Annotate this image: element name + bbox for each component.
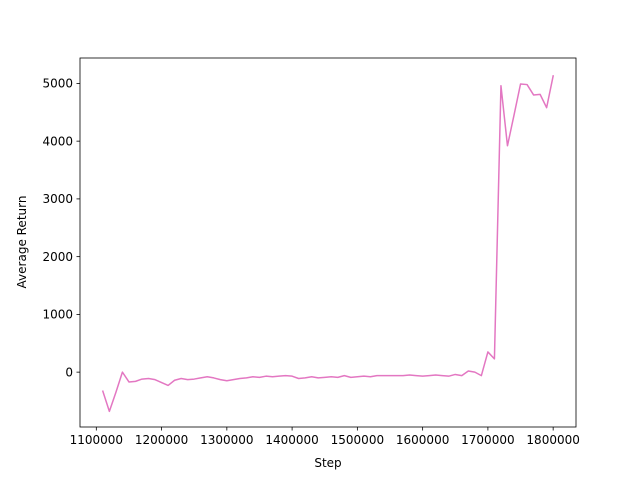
y-tick-label: 0 bbox=[65, 365, 73, 379]
x-tick-label: 1200000 bbox=[135, 433, 188, 447]
x-tick-label: 1400000 bbox=[265, 433, 318, 447]
y-tick-label: 2000 bbox=[42, 250, 73, 264]
x-tick-label: 1500000 bbox=[331, 433, 384, 447]
x-tick-label: 1700000 bbox=[461, 433, 514, 447]
y-axis: 0 1000 2000 3000 4000 5000 bbox=[42, 77, 80, 379]
x-tick-label: 1300000 bbox=[200, 433, 253, 447]
x-tick-label: 1100000 bbox=[70, 433, 123, 447]
y-axis-label: Average Return bbox=[15, 196, 29, 289]
x-tick-label: 1800000 bbox=[526, 433, 579, 447]
series-layer bbox=[101, 75, 555, 413]
plot-area bbox=[79, 57, 577, 428]
y-tick-label: 1000 bbox=[42, 308, 73, 322]
y-tick-label: 3000 bbox=[42, 192, 73, 206]
x-tick-label: 1600000 bbox=[396, 433, 449, 447]
y-tick-label: 4000 bbox=[42, 134, 73, 148]
series-line-0 bbox=[101, 75, 555, 413]
x-axis: 1100000 1200000 1300000 1400000 1500000 16000… bbox=[70, 427, 580, 447]
y-tick-label: 5000 bbox=[42, 77, 73, 91]
x-axis-label: Step bbox=[314, 456, 341, 470]
axes-frame bbox=[79, 57, 577, 428]
